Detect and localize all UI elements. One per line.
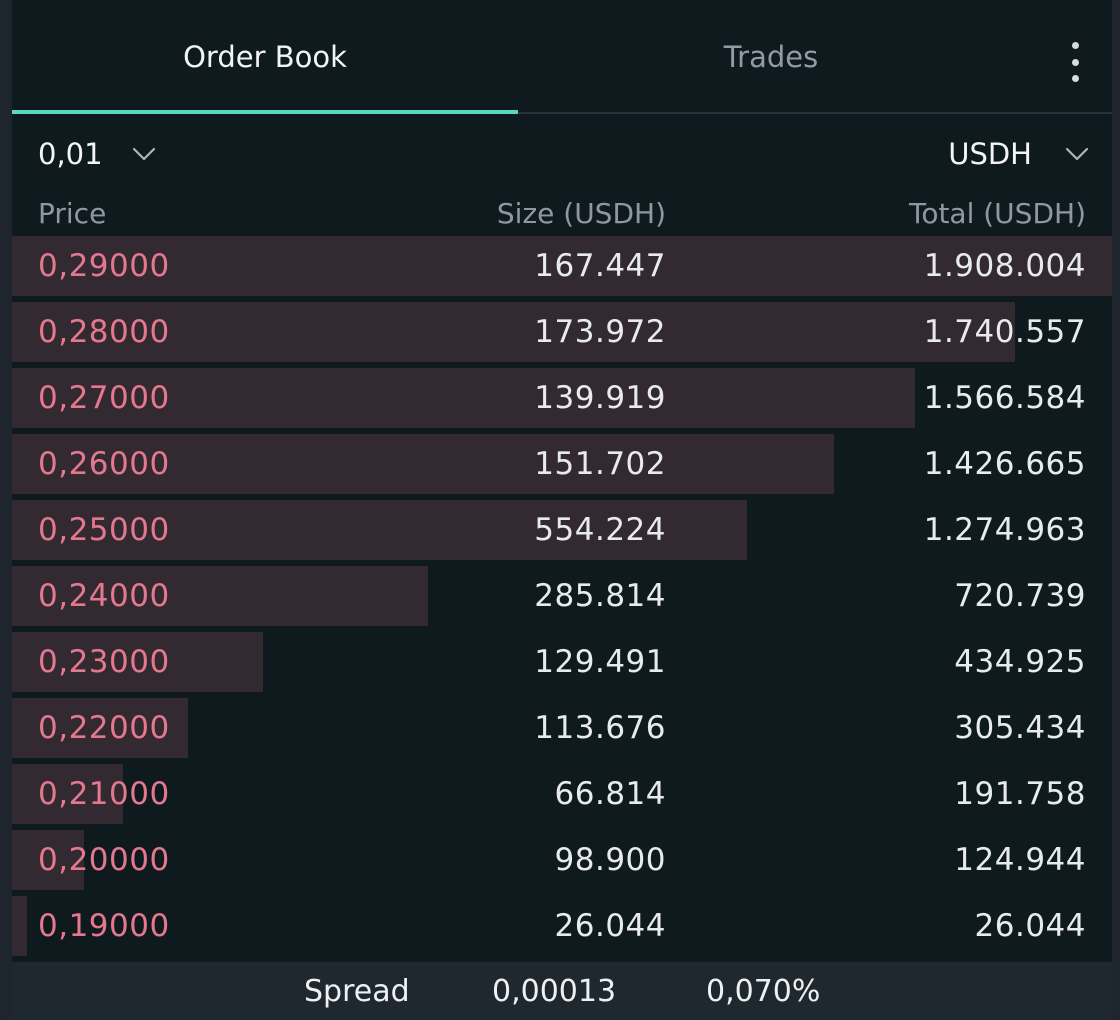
ask-row[interactable]: 0,26000 151.702 1.426.665: [12, 434, 1112, 494]
ask-row[interactable]: 0,25000 554.224 1.274.963: [12, 500, 1112, 560]
depth-bar: [12, 632, 263, 692]
depth-bar: [12, 368, 915, 428]
ask-price: 0,29000: [38, 248, 170, 284]
depth-bar: [12, 764, 123, 824]
tab-bar: Order Book Trades: [12, 0, 1112, 114]
ask-size: 129.491: [534, 644, 666, 680]
depth-bar: [12, 236, 1112, 296]
tab-order-book[interactable]: Order Book: [183, 40, 347, 74]
ask-size: 139.919: [534, 380, 666, 416]
chevron-down-icon: [132, 147, 155, 161]
ask-size: 554.224: [534, 512, 666, 548]
ask-price: 0,25000: [38, 512, 170, 548]
ask-row[interactable]: 0,24000 285.814 720.739: [12, 566, 1112, 626]
ask-total: 1.426.665: [923, 446, 1086, 482]
ask-price: 0,27000: [38, 380, 170, 416]
tab-trades[interactable]: Trades: [723, 40, 819, 74]
depth-bar: [12, 896, 27, 956]
ask-row[interactable]: 0,20000 98.900 124.944: [12, 830, 1112, 890]
ask-row[interactable]: 0,22000 113.676 305.434: [12, 698, 1112, 758]
ask-total: 1.740.557: [923, 314, 1086, 350]
column-header-total: Total (USDH): [908, 196, 1086, 230]
spread-value: 0,00013: [492, 973, 617, 1009]
ask-price: 0,21000: [38, 776, 170, 812]
depth-bar: [12, 566, 428, 626]
ask-price: 0,20000: [38, 842, 170, 878]
ask-price: 0,22000: [38, 710, 170, 746]
ask-price: 0,23000: [38, 644, 170, 680]
ask-total: 1.566.584: [923, 380, 1086, 416]
unit-value: USDH: [948, 137, 1032, 171]
unit-select[interactable]: USDH: [948, 128, 1090, 180]
ask-price: 0,24000: [38, 578, 170, 614]
ask-total: 720.739: [954, 578, 1086, 614]
ask-row[interactable]: 0,29000 167.447 1.908.004: [12, 236, 1112, 296]
order-book-panel: Order Book Trades 0,01 USDH Price Size (…: [12, 0, 1112, 1020]
more-vertical-icon[interactable]: [1062, 42, 1088, 82]
ask-size: 151.702: [534, 446, 666, 482]
ask-total: 26.044: [974, 908, 1086, 944]
ask-total: 1.908.004: [923, 248, 1086, 284]
ask-row[interactable]: 0,19000 26.044 26.044: [12, 896, 1112, 956]
spread-label: Spread: [304, 973, 410, 1009]
ask-size: 113.676: [534, 710, 666, 746]
depth-bar: [12, 302, 1015, 362]
chevron-down-icon: [1065, 147, 1089, 161]
ask-total: 434.925: [954, 644, 1086, 680]
active-tab-indicator: [12, 110, 518, 114]
spread-percent: 0,070%: [706, 973, 821, 1009]
depth-bar: [12, 830, 84, 890]
ask-total: 1.274.963: [923, 512, 1086, 548]
ask-row[interactable]: 0,21000 66.814 191.758: [12, 764, 1112, 824]
ask-size: 167.447: [534, 248, 666, 284]
ask-size: 26.044: [554, 908, 666, 944]
column-header-size: Size (USDH): [496, 196, 666, 230]
tick-size-value: 0,01: [38, 137, 103, 171]
ask-row[interactable]: 0,23000 129.491 434.925: [12, 632, 1112, 692]
ask-price: 0,28000: [38, 314, 170, 350]
ask-size: 98.900: [554, 842, 666, 878]
ask-total: 191.758: [954, 776, 1086, 812]
depth-bar: [12, 500, 747, 560]
ask-total: 124.944: [954, 842, 1086, 878]
ask-size: 173.972: [534, 314, 666, 350]
depth-bar: [12, 434, 834, 494]
ask-price: 0,19000: [38, 908, 170, 944]
ask-size: 285.814: [534, 578, 666, 614]
column-header-price: Price: [38, 196, 107, 230]
ask-size: 66.814: [554, 776, 666, 812]
depth-bar: [12, 698, 188, 758]
ask-price: 0,26000: [38, 446, 170, 482]
spread-bar: Spread 0,00013 0,070%: [12, 962, 1112, 1020]
tick-size-select[interactable]: 0,01: [38, 128, 157, 180]
ask-row[interactable]: 0,27000 139.919 1.566.584: [12, 368, 1112, 428]
ask-total: 305.434: [954, 710, 1086, 746]
ask-row[interactable]: 0,28000 173.972 1.740.557: [12, 302, 1112, 362]
